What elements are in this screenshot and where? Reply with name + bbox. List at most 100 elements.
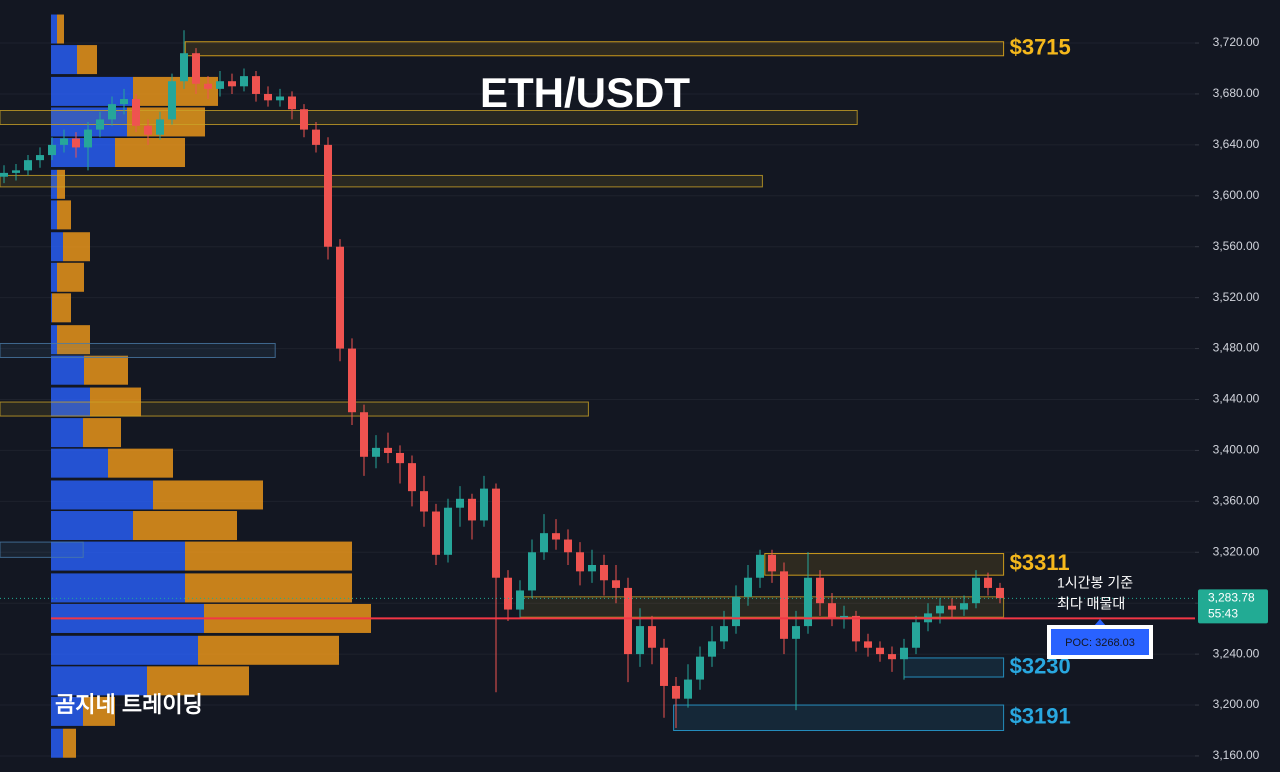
candle-body — [756, 554, 764, 578]
y-tick-label: 3,520.00 — [1213, 290, 1260, 304]
candle-body — [900, 647, 908, 660]
annotation: 1시간봉 기준 — [1057, 575, 1133, 591]
candle-body — [240, 76, 248, 87]
poc-pointer — [1094, 619, 1106, 626]
volume-sell — [52, 293, 71, 323]
candle-body — [384, 447, 392, 453]
candle-body — [192, 53, 200, 84]
volume-buy — [51, 448, 108, 478]
volume-buy — [51, 293, 52, 323]
candle-body — [276, 96, 284, 101]
candle-body — [324, 144, 332, 247]
candle-body — [768, 554, 776, 572]
candle-body — [696, 656, 704, 680]
volume-sell — [83, 696, 115, 726]
candle-body — [552, 533, 560, 540]
candle-body — [984, 577, 992, 588]
y-tick-label: 3,160.00 — [1213, 748, 1260, 762]
volume-buy — [51, 666, 147, 696]
candle-body — [840, 615, 848, 619]
zones: $3715$3311$3230$3191 — [0, 35, 1071, 731]
candle-body — [96, 119, 104, 130]
candle-body — [168, 81, 176, 120]
candle-body — [684, 679, 692, 699]
candle-body — [888, 654, 896, 660]
candle-body — [792, 626, 800, 639]
y-tick-label: 3,240.00 — [1213, 646, 1260, 660]
zone — [673, 704, 1005, 731]
volume-sell — [63, 728, 76, 758]
candle-body — [492, 488, 500, 578]
volume-buy — [51, 14, 57, 44]
volume-sell — [133, 511, 237, 541]
price-axis — [1195, 0, 1280, 772]
zone — [0, 401, 589, 417]
candle-body — [624, 587, 632, 655]
overlay — [0, 597, 1195, 620]
candle-body — [528, 552, 536, 591]
volume-sell — [63, 232, 90, 262]
candle-body — [864, 641, 872, 648]
candle-body — [372, 447, 380, 457]
candle-body — [648, 626, 656, 648]
poc-label: POC: 3268.03 — [1065, 637, 1135, 649]
volume-sell — [153, 480, 263, 510]
volume-buy — [51, 45, 77, 75]
chart-title: ETH/USDT — [480, 69, 690, 116]
candle-body — [72, 138, 80, 148]
candle-body — [84, 129, 92, 148]
y-tick-label: 3,480.00 — [1213, 341, 1260, 355]
candle-body — [264, 93, 272, 101]
candle-body — [504, 577, 512, 610]
volume-sell — [84, 355, 128, 385]
candle-body — [936, 605, 944, 614]
zone — [184, 41, 1005, 57]
volume-sell — [57, 262, 84, 292]
volume-buy — [51, 480, 153, 510]
candle-body — [288, 96, 296, 110]
volume-sell — [57, 325, 90, 355]
volume-sell — [147, 666, 249, 696]
candle-body — [636, 626, 644, 655]
volume-sell — [185, 573, 352, 603]
candle-body — [252, 76, 260, 94]
candle-body — [48, 144, 56, 156]
candle-body — [348, 348, 356, 413]
candle-body — [468, 498, 476, 521]
volume-buy — [51, 541, 185, 571]
y-tick-label: 3,640.00 — [1213, 137, 1260, 151]
candle-body — [36, 155, 44, 161]
candle-body — [456, 498, 464, 508]
candle-body — [144, 125, 152, 135]
candle-body — [132, 99, 140, 126]
volume-buy — [51, 232, 63, 262]
volume-sell — [108, 448, 173, 478]
poc-box — [1051, 629, 1149, 655]
volume-buy — [51, 573, 185, 603]
candle-body — [204, 83, 212, 89]
y-tick-label: 3,360.00 — [1213, 494, 1260, 508]
y-tick-label: 3,560.00 — [1213, 239, 1260, 253]
candles — [0, 30, 1004, 728]
candle-body — [360, 412, 368, 457]
volume-buy — [51, 169, 57, 199]
volume-buy — [51, 696, 83, 726]
candle-body — [780, 571, 788, 639]
zone-label: $3191 — [1010, 704, 1071, 729]
candle-body — [960, 603, 968, 610]
zone — [0, 110, 858, 126]
candle-body — [60, 138, 68, 145]
volume-buy — [51, 325, 57, 355]
y-tick-label: 3,680.00 — [1213, 86, 1260, 100]
y-tick-label: 3,720.00 — [1213, 35, 1260, 49]
candle-body — [828, 603, 836, 619]
candle-body — [972, 577, 980, 604]
candle-body — [996, 587, 1004, 599]
candle-body — [852, 615, 860, 642]
zone — [0, 541, 84, 558]
last-price-label: 3,283.78 — [1208, 591, 1255, 605]
candle-body — [216, 81, 224, 89]
